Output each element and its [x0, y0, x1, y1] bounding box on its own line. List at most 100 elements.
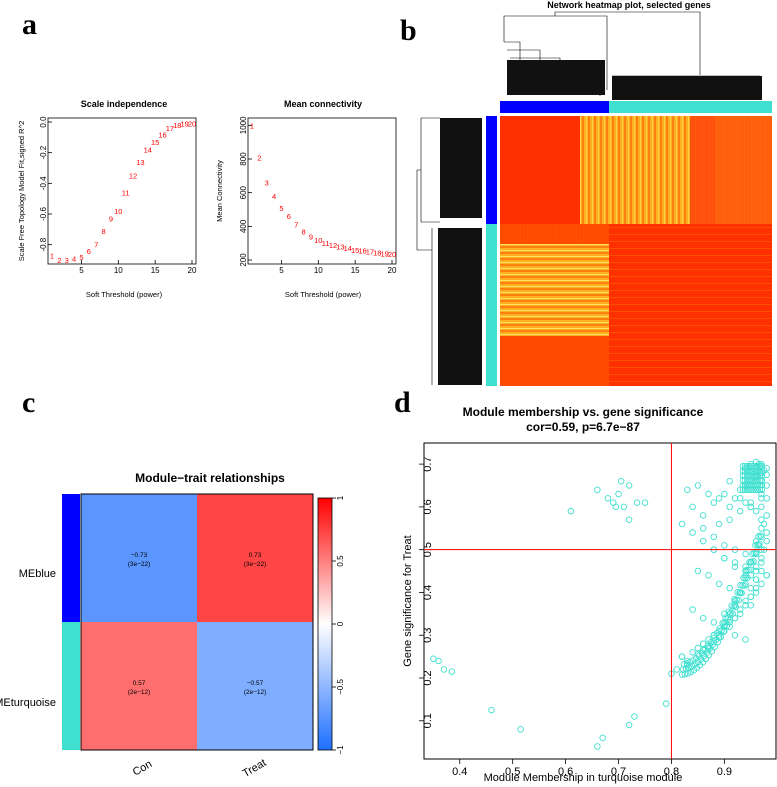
data-point	[731, 495, 739, 502]
point-label: 12	[129, 172, 137, 181]
data-point	[594, 486, 601, 494]
data-point	[758, 533, 765, 541]
module-bar-turquoise-side	[486, 224, 497, 386]
data-point	[747, 503, 755, 511]
data-point	[710, 619, 718, 626]
module-trait-cell	[81, 494, 197, 622]
data-point	[763, 471, 770, 479]
data-point	[748, 463, 755, 470]
point-label: 20	[188, 120, 196, 129]
data-point	[710, 634, 718, 642]
data-point	[448, 668, 456, 675]
left-dendrogram	[416, 117, 440, 385]
data-point	[744, 574, 751, 582]
data-point	[732, 603, 739, 611]
data-point	[684, 486, 691, 494]
data-point	[739, 463, 747, 470]
scale-independence-title: Scale independence	[81, 99, 168, 109]
x-tick-label: 0.4	[452, 766, 467, 778]
data-point	[756, 463, 764, 470]
data-point	[740, 574, 747, 582]
membership-xlabel: Module Membership in turquoise module	[484, 772, 683, 784]
data-point	[625, 482, 633, 489]
data-point	[758, 567, 765, 575]
data-point	[705, 490, 712, 498]
left-dendrogram-leaves-bottom	[438, 228, 482, 385]
data-point	[743, 566, 750, 574]
data-point	[709, 641, 717, 648]
cell-correlation: −0.73	[131, 552, 148, 559]
point-label: 10	[114, 207, 122, 216]
mean-connectivity-ylabel: Mean Connectivity	[215, 160, 224, 222]
point-label: 4	[72, 254, 76, 263]
data-point	[747, 602, 755, 609]
point-label: 3	[65, 256, 69, 265]
data-point	[714, 638, 722, 646]
data-point	[763, 529, 770, 536]
data-point	[718, 626, 725, 634]
panel-letter-b: b	[400, 14, 417, 47]
point-label: 20	[388, 250, 396, 259]
membership-subtitle: cor=0.59, p=6.7e−87	[526, 420, 640, 434]
legend-tick-label: 1	[336, 495, 345, 500]
data-point	[742, 597, 749, 605]
point-label: 6	[87, 247, 91, 256]
mean-connectivity-frame	[247, 117, 397, 265]
color-legend-bar	[317, 497, 333, 751]
data-point	[567, 507, 575, 515]
point-label: 5	[279, 204, 283, 213]
data-point	[757, 532, 764, 539]
cell-pvalue: (3e−22)	[128, 561, 151, 568]
point-label: 11	[122, 189, 130, 198]
network-heatmap-panel: Network heatmap plot, selected genes	[416, 0, 772, 386]
data-point	[756, 540, 763, 548]
point-label: 8	[101, 227, 105, 236]
data-point	[736, 507, 744, 515]
x-tick-label: 5	[279, 266, 284, 275]
data-point	[694, 651, 702, 658]
data-point	[430, 655, 437, 663]
scale-independence-xlabel: Soft Threshold (power)	[86, 290, 163, 299]
data-point	[694, 567, 702, 575]
point-label: 3	[265, 179, 269, 188]
point-label: 5	[79, 253, 83, 262]
cell-correlation: 0.73	[249, 552, 262, 559]
mean-connectivity-plot: Mean connectivity Soft Threshold (power)…	[215, 99, 397, 299]
data-point	[752, 576, 760, 583]
y-tick-label: 0.2	[422, 670, 434, 685]
point-label: 15	[151, 138, 159, 147]
data-point	[741, 582, 748, 589]
top-dendrogram-leaves-left	[507, 60, 605, 95]
point-label: 2	[57, 256, 61, 265]
module-trait-cell	[197, 494, 313, 622]
col-label-con: Con	[131, 758, 154, 778]
scale-independence-frame	[47, 117, 197, 265]
module-color-turquoise	[62, 622, 80, 750]
data-point	[440, 666, 448, 673]
y-tick-label: 0.3	[422, 628, 434, 643]
point-label: 10	[314, 236, 322, 245]
data-point	[750, 463, 757, 470]
y-tick-label: 0.6	[422, 499, 434, 514]
network-heatmap-title: Network heatmap plot, selected genes	[547, 0, 711, 10]
data-point	[763, 572, 770, 579]
data-point	[662, 700, 670, 707]
data-point	[747, 584, 755, 592]
scale-independence-plot: Scale independence Soft Threshold (power…	[17, 99, 197, 299]
data-point	[488, 706, 495, 714]
data-point	[723, 622, 730, 630]
data-point	[678, 653, 686, 660]
data-point	[739, 582, 746, 589]
data-point	[699, 537, 707, 545]
x-tick-label: 10	[114, 266, 123, 275]
data-point	[720, 628, 727, 635]
cell-pvalue: (2e−12)	[128, 689, 151, 696]
y-tick-label: 800	[239, 152, 248, 166]
data-point	[742, 636, 749, 643]
data-point	[615, 490, 622, 498]
data-point	[689, 529, 696, 536]
y-tick-label: -0.8	[39, 237, 48, 251]
y-tick-label: 0.7	[422, 456, 434, 471]
data-point	[641, 499, 649, 506]
membership-significance-panel: Module membership vs. gene significance …	[402, 405, 777, 784]
